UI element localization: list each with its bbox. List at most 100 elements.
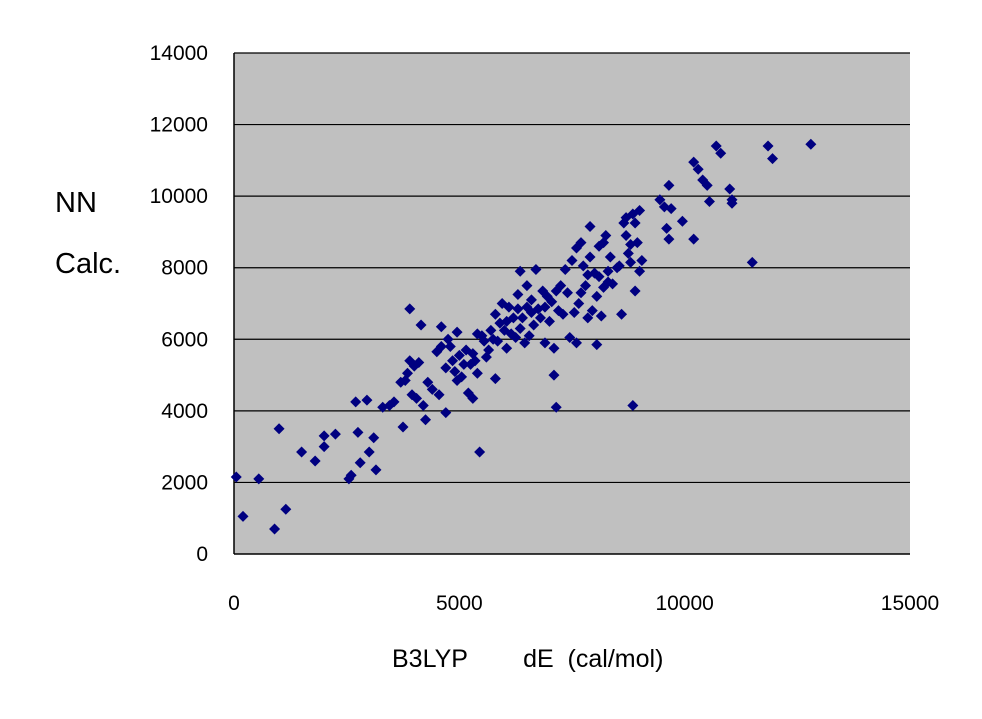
y-tick-label: 4000: [161, 400, 208, 423]
data-point: [449, 365, 461, 377]
data-point: [512, 303, 524, 315]
data-point: [586, 305, 598, 317]
data-point: [368, 432, 380, 444]
data-point: [440, 362, 452, 374]
plot-area: [234, 53, 910, 554]
data-point: [543, 315, 555, 327]
y-tick-labels: 0 2000 4000 6000 8000 10000 12000 14000: [150, 42, 208, 566]
data-point: [426, 383, 438, 395]
data-point: [352, 426, 364, 438]
data-point: [627, 399, 639, 411]
data-point: [546, 296, 558, 308]
data-point: [548, 369, 560, 381]
data-point: [613, 260, 625, 272]
data-point: [539, 337, 551, 349]
data-point: [420, 414, 432, 426]
data-point: [703, 196, 715, 208]
data-point: [665, 203, 677, 215]
data-point: [237, 510, 249, 522]
data-point: [453, 349, 465, 361]
data-point: [575, 237, 587, 249]
data-point: [467, 392, 479, 404]
data-point: [516, 312, 528, 324]
data-point: [444, 340, 456, 352]
data-point: [591, 339, 603, 351]
data-point: [350, 396, 362, 408]
data-point: [361, 394, 373, 406]
data-point: [440, 407, 452, 419]
data-point: [634, 265, 646, 277]
y-tick-label: 6000: [161, 328, 208, 351]
data-point: [805, 138, 817, 150]
x-tick-labels: 0 5000 10000 15000: [228, 592, 939, 615]
data-point: [557, 308, 569, 320]
data-point: [474, 446, 486, 458]
data-point: [296, 446, 308, 458]
data-point: [422, 376, 434, 388]
data-point: [676, 215, 688, 227]
data-point: [388, 396, 400, 408]
data-point: [688, 233, 700, 245]
y-tick-label: 8000: [161, 257, 208, 280]
data-point: [663, 179, 675, 191]
y-axis-label-line-2: Calc.: [55, 248, 121, 280]
data-point: [604, 251, 616, 263]
data-point: [710, 140, 722, 152]
data-point: [663, 233, 675, 245]
data-point: [575, 287, 587, 299]
data-point: [746, 256, 758, 268]
data-point: [435, 340, 447, 352]
data-point: [534, 312, 546, 324]
data-point: [309, 455, 321, 467]
data-point: [397, 421, 409, 433]
data-point: [413, 357, 425, 369]
data-point: [715, 147, 727, 159]
data-point: [525, 294, 537, 306]
data-point: [607, 278, 619, 290]
data-point: [571, 337, 583, 349]
y-tick-label: 2000: [161, 471, 208, 494]
x-tick-label: 15000: [881, 592, 939, 615]
data-point: [701, 179, 713, 191]
data-point: [550, 401, 562, 413]
data-point: [417, 399, 429, 411]
data-point: [435, 321, 447, 333]
data-point: [510, 331, 522, 343]
data-point: [404, 303, 416, 315]
data-point: [555, 280, 567, 292]
data-point: [402, 367, 414, 379]
data-point: [591, 290, 603, 302]
y-tick-label: 10000: [150, 185, 208, 208]
data-point: [580, 280, 592, 292]
data-point: [616, 308, 628, 320]
data-point: [469, 355, 481, 367]
data-point: [485, 324, 497, 336]
data-point: [451, 326, 463, 338]
data-point: [559, 264, 571, 276]
data-point: [620, 230, 632, 242]
y-tick-label: 12000: [150, 114, 208, 137]
data-point: [622, 247, 634, 259]
data-point: [519, 337, 531, 349]
data-point: [269, 523, 281, 535]
data-point: [329, 428, 341, 440]
data-point: [661, 222, 673, 234]
data-point: [631, 237, 643, 249]
data-point: [539, 301, 551, 313]
data-point: [724, 183, 736, 195]
data-point: [318, 430, 330, 442]
data-point: [625, 256, 637, 268]
data-point: [636, 255, 648, 267]
data-point: [548, 342, 560, 354]
data-point: [767, 153, 779, 165]
x-tick-label: 10000: [655, 592, 713, 615]
data-point: [629, 285, 641, 297]
data-point: [273, 423, 285, 435]
data-point: [762, 140, 774, 152]
data-point: [602, 265, 614, 277]
data-point: [577, 260, 589, 272]
data-point: [489, 308, 501, 320]
y-axis-label-line-1: NN: [55, 187, 97, 219]
data-point: [521, 280, 533, 292]
